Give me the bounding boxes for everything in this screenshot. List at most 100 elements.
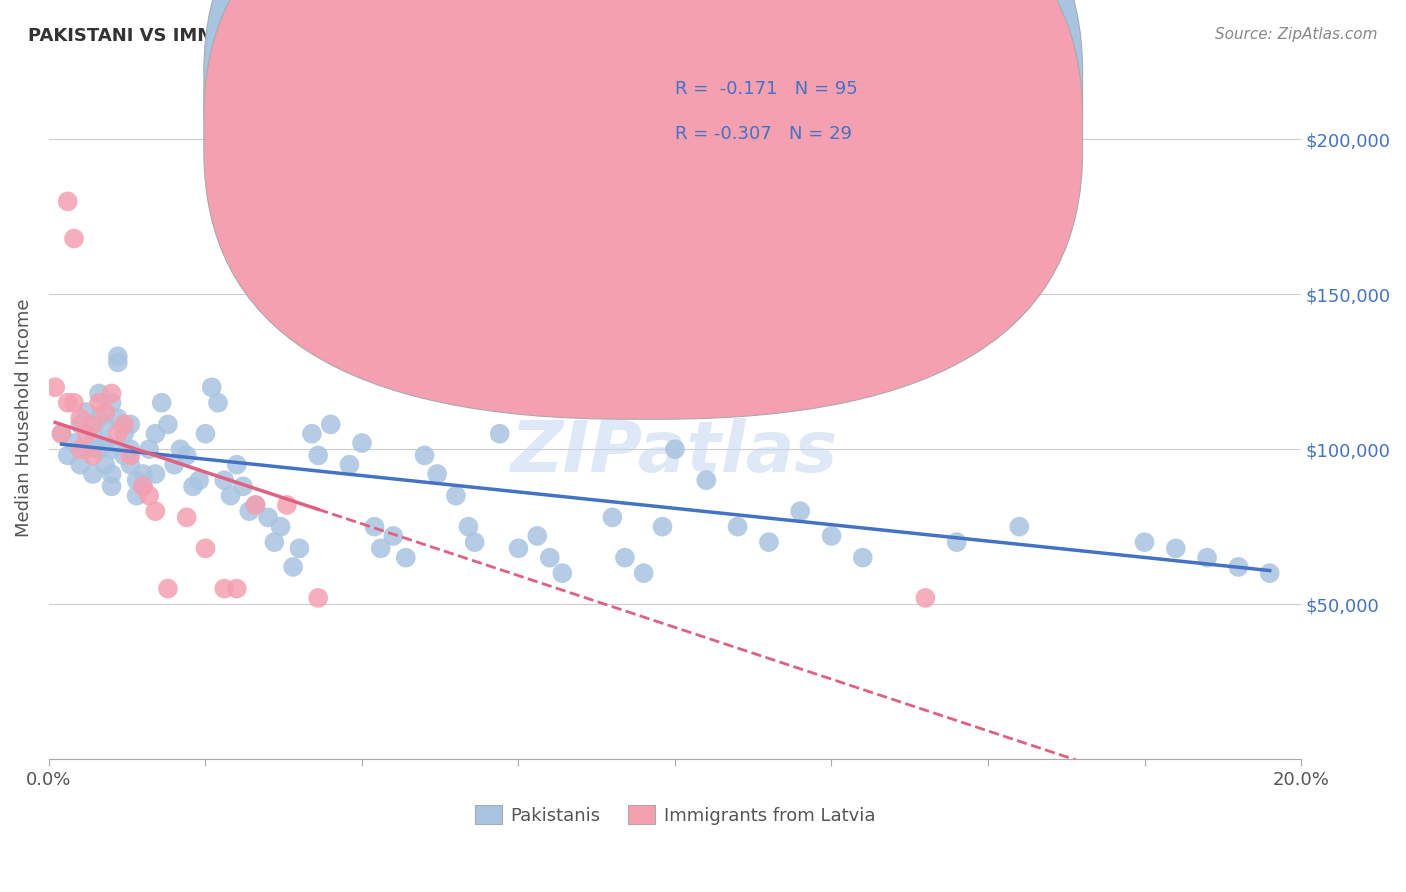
Text: R = -0.307   N = 29: R = -0.307 N = 29: [675, 125, 852, 143]
Point: [457, 519, 479, 533]
Point: [112, 417, 135, 432]
Point: [87, 411, 110, 425]
Point: [276, 498, 298, 512]
Point: [257, 510, 280, 524]
Point: [508, 541, 530, 556]
Point: [426, 467, 449, 481]
Point: [363, 519, 385, 533]
Point: [63, 436, 86, 450]
Point: [87, 395, 110, 409]
Point: [238, 504, 260, 518]
Point: [270, 519, 292, 533]
Point: [100, 442, 122, 457]
Point: [413, 449, 436, 463]
Point: [526, 529, 548, 543]
Point: [82, 417, 104, 432]
Y-axis label: Median Household Income: Median Household Income: [15, 299, 32, 538]
Point: [350, 436, 373, 450]
Point: [100, 479, 122, 493]
Legend: Pakistanis, Immigrants from Latvia: Pakistanis, Immigrants from Latvia: [467, 798, 883, 831]
Point: [301, 426, 323, 441]
Point: [207, 395, 229, 409]
Point: [245, 498, 267, 512]
Point: [69, 458, 91, 472]
Point: [125, 473, 148, 487]
Point: [69, 417, 91, 432]
Point: [120, 449, 142, 463]
Point: [120, 442, 142, 457]
Point: [395, 550, 418, 565]
Point: [1258, 566, 1281, 581]
Point: [551, 566, 574, 581]
Point: [169, 442, 191, 457]
Point: [820, 529, 842, 543]
Point: [613, 550, 636, 565]
Point: [76, 442, 98, 457]
Text: PAKISTANI VS IMMIGRANTS FROM LATVIA MEDIAN HOUSEHOLD INCOME CORRELATION CHART: PAKISTANI VS IMMIGRANTS FROM LATVIA MEDI…: [28, 27, 974, 45]
Point: [914, 591, 936, 605]
Point: [107, 355, 129, 369]
Point: [695, 473, 717, 487]
Point: [56, 449, 79, 463]
Point: [94, 458, 117, 472]
Point: [163, 458, 186, 472]
Point: [145, 467, 167, 481]
Point: [1008, 519, 1031, 533]
Point: [107, 349, 129, 363]
Point: [94, 417, 117, 432]
Point: [125, 489, 148, 503]
Point: [82, 426, 104, 441]
Point: [76, 426, 98, 441]
Point: [245, 498, 267, 512]
Point: [94, 436, 117, 450]
Point: [307, 449, 329, 463]
Point: [145, 426, 167, 441]
Point: [82, 467, 104, 481]
Point: [219, 489, 242, 503]
Point: [225, 582, 247, 596]
Point: [194, 426, 217, 441]
Point: [82, 449, 104, 463]
Point: [602, 510, 624, 524]
Point: [69, 411, 91, 425]
Point: [176, 449, 198, 463]
Point: [100, 386, 122, 401]
Point: [156, 417, 179, 432]
Point: [76, 405, 98, 419]
Point: [138, 442, 160, 457]
Point: [150, 395, 173, 409]
Point: [63, 231, 86, 245]
Point: [94, 405, 117, 419]
Point: [56, 194, 79, 209]
Point: [488, 426, 510, 441]
Point: [120, 458, 142, 472]
Point: [138, 489, 160, 503]
Point: [651, 519, 673, 533]
Point: [319, 417, 342, 432]
Point: [100, 467, 122, 481]
Point: [181, 479, 204, 493]
Point: [214, 473, 236, 487]
Point: [214, 582, 236, 596]
Point: [288, 541, 311, 556]
Point: [100, 395, 122, 409]
Point: [1164, 541, 1187, 556]
Point: [156, 582, 179, 596]
Point: [538, 550, 561, 565]
Point: [281, 560, 304, 574]
Point: [370, 541, 392, 556]
Point: [444, 489, 467, 503]
Point: [112, 449, 135, 463]
Point: [263, 535, 285, 549]
Point: [477, 293, 499, 308]
Point: [1197, 550, 1219, 565]
Point: [633, 566, 655, 581]
Text: R =  -0.171   N = 95: R = -0.171 N = 95: [675, 80, 858, 98]
Point: [201, 380, 224, 394]
Point: [758, 535, 780, 549]
Point: [69, 442, 91, 457]
Point: [87, 442, 110, 457]
Point: [852, 550, 875, 565]
Point: [225, 458, 247, 472]
Point: [727, 519, 749, 533]
